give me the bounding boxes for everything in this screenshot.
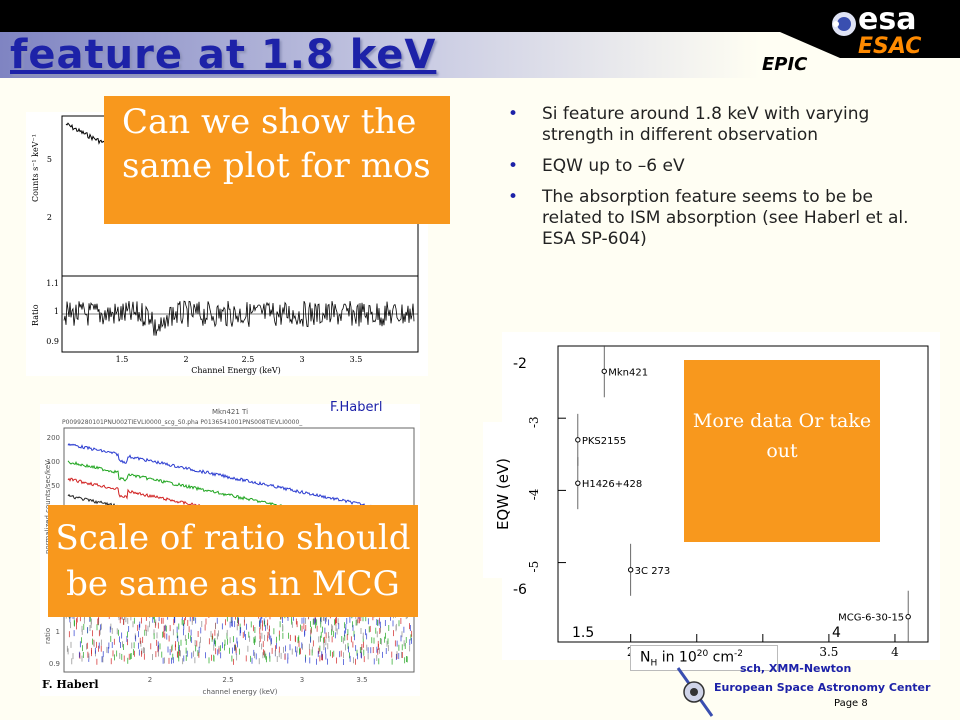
data-points: Mkn421 PKS2155 H1426+428 3C 273 MCG-6-30-15 [575,345,911,643]
footer-org: European Space Astronomy Center [714,681,931,694]
x-tick-overlay: 1.5 [572,625,595,641]
plot-header-files: P0099280101PNU002TIEVLI0000_scg_S0.pha P… [62,419,303,426]
comment-box: Can we show the same plot for mos [104,96,450,224]
credit-label-bottom: F. Haberl [42,678,99,691]
spectrum-series-line [67,443,409,516]
x-tick-label: 2.5 [242,355,255,364]
bullet-item: • EQW up to –6 eV [508,156,685,176]
y-tick-label: -4 [527,488,541,500]
x-tick-label: 3.5 [819,645,838,659]
satellite-icon [676,667,714,717]
x-axis-label: NH in 1020 cm-2 [630,645,778,671]
y-tick-label: 100 [47,458,60,466]
data-point [905,614,911,620]
bullet-item: • The absorption feature seems to be be r… [508,187,909,249]
footer-author: sch, XMM-Newton [740,662,852,675]
x-tick-label: 3 [300,676,304,684]
bullet-icon: • [508,187,519,207]
header-bar [0,0,960,80]
y-axis-label: Counts s⁻¹ keV⁻¹ [31,134,40,202]
ratio-tick-label: 0.9 [46,337,59,346]
bullet-list: • Si feature around 1.8 keV with varying … [506,104,926,260]
ratio-tick-label: 1 [56,628,60,636]
esa-logo-text: esa [858,2,917,37]
plot-header: Mkn421 Ti [212,408,248,416]
ratio-curve [62,300,418,336]
x-tick-label: 3 [299,355,304,364]
x-axis-label: channel energy (keV) [203,688,278,696]
bullet-icon: • [508,104,519,124]
y-ticks: -3 -4 -5 [527,416,566,572]
x-tick-overlay: 4 [832,625,841,641]
page-title: feature at 1.8 keV [10,32,437,78]
ratio-tick-label: 1 [54,307,59,316]
ratio-tick-label: 0.9 [49,660,60,668]
y-axis-label: EQW (eV) [494,457,512,531]
y-tick-overlay: -6 [513,582,527,598]
x-tick-label: 3.5 [350,355,363,364]
point-label: 3C 273 [635,566,671,577]
y-tick-label: 200 [47,434,60,442]
esac-logo-text: ESAC [858,34,922,59]
x-axis-label: Channel Energy (keV) [191,366,281,375]
bullet-icon: • [508,156,519,176]
x-tick-label: 2 [183,355,188,364]
x-tick-label: 2.5 [222,676,233,684]
page-number: Page 8 [834,698,868,709]
ratio-line [63,300,415,336]
section-label: EPIC [762,54,808,75]
x-tick-label: 2 [148,676,152,684]
bullet-item: • Si feature around 1.8 keV with varying … [508,104,870,145]
x-tick-label: 4 [891,645,899,659]
esa-logo-icon [832,12,856,36]
data-point [627,567,634,573]
y-tick-overlay: -2 [513,356,527,372]
x-tick-label: 3.5 [356,676,367,684]
ratio-axis-label: ratio [44,628,52,644]
ratio-tick-label: 1.1 [46,279,59,288]
data-point [601,368,607,374]
point-label: Mkn421 [608,367,648,378]
y-tick-label: 50 [51,482,60,490]
x-tick-label: 1.5 [116,355,129,364]
comment-box: Scale of ratio should be same as in MCG [48,505,418,617]
data-point [575,437,581,443]
comment-box: More data Or take out [684,360,880,542]
y-tick-label: 2 [47,213,52,222]
ratio-scatter [65,609,413,665]
y-tick-label: -3 [527,416,541,428]
credit-label: F.Haberl [330,400,383,415]
y-axis-label-box [483,422,517,578]
y-tick-label: -5 [527,561,541,573]
ratio-axis-label: Ratio [31,304,40,326]
data-point [575,480,581,486]
point-label: PKS2155 [582,436,626,447]
point-label: MCG-6-30-15 [838,613,904,624]
y-tick-label: 5 [47,155,52,164]
point-label: H1426+428 [582,479,642,490]
